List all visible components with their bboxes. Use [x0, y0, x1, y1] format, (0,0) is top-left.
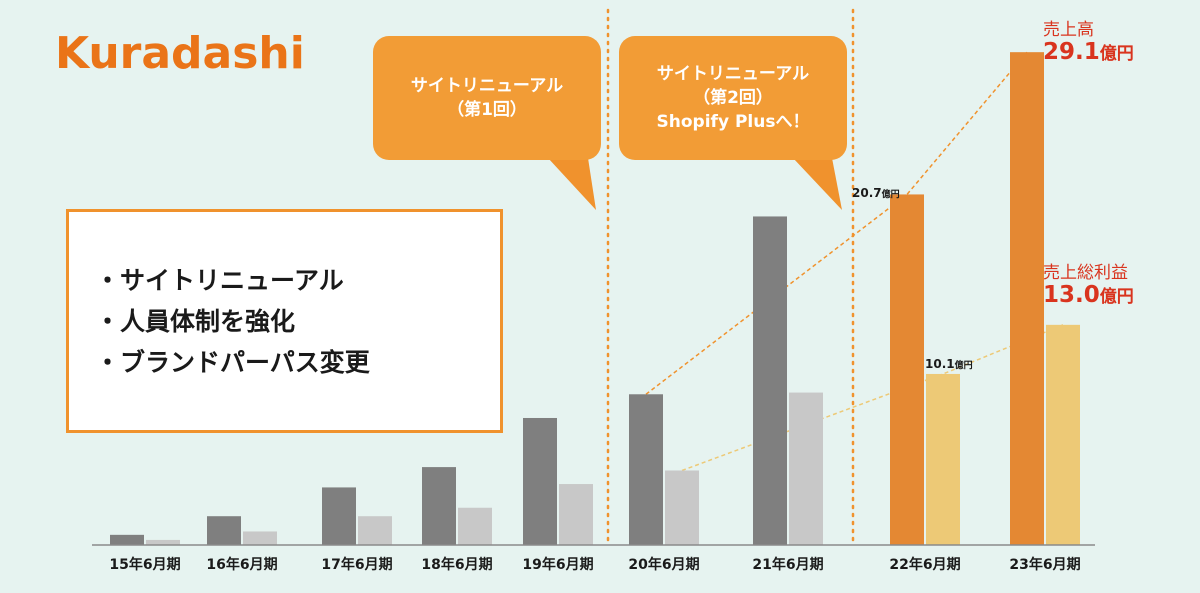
gross-profit-bar: [789, 392, 823, 545]
initiative-item: ・サイトリニューアル: [95, 266, 344, 295]
fy22-sales-data-label: 20.7億円: [852, 186, 900, 200]
gross-profit-bar: [243, 531, 277, 545]
site-renewal-1-callout: サイトリニューアル （第1回）: [373, 36, 601, 160]
x-tick-label: 16年6月期: [206, 556, 277, 573]
callout-2-line-3: Shopify Plusへ！: [656, 112, 810, 132]
x-tick-label: 18年6月期: [421, 556, 492, 573]
gross-profit-trend-line: [681, 324, 1064, 472]
x-tick-label: 23年6月期: [1009, 556, 1080, 573]
sales-bar: [753, 216, 787, 546]
sales-bar: [523, 417, 557, 545]
callout-1-line-2: （第1回）: [447, 100, 527, 120]
gross-profit-bar: [665, 470, 699, 545]
x-tick-label: 20年6月期: [628, 556, 699, 573]
sales-bar: [110, 534, 144, 545]
sales-bar: [629, 394, 663, 545]
gross-profit-bar: [1046, 324, 1080, 545]
sales-bar: [422, 467, 456, 545]
x-tick-label: 22年6月期: [889, 556, 960, 573]
sales-annotation: 売上高 29.1億円: [1043, 20, 1134, 66]
sales-bar: [1010, 52, 1044, 545]
site-renewal-2-callout: サイトリニューアル （第2回） Shopify Plusへ！: [619, 36, 847, 160]
initiative-item: ・ブランドパーパス変更: [95, 348, 370, 377]
gross-profit-bar: [559, 484, 593, 545]
gross-profit-bar: [458, 507, 492, 545]
x-tick-label: 17年6月期: [321, 556, 392, 573]
sales-bar: [890, 194, 924, 545]
sales-annotation-value: 29.1: [1043, 39, 1100, 65]
gross-profit-bar: [926, 373, 960, 545]
gross-profit-annotation: 売上総利益 13.0億円: [1043, 263, 1134, 309]
gross-profit-annotation-value: 13.0: [1043, 282, 1100, 308]
callout-2-line-1: サイトリニューアル: [656, 64, 810, 84]
gross-profit-annotation-unit: 億円: [1099, 287, 1134, 307]
callout-1-line-1: サイトリニューアル: [410, 76, 564, 96]
sales-annotation-unit: 億円: [1099, 44, 1134, 64]
fy22-profit-value: 10.1: [925, 357, 955, 371]
gross-profit-annotation-label: 売上総利益: [1043, 263, 1128, 283]
fy22-sales-unit: 億円: [881, 190, 900, 200]
fy22-profit-data-label: 10.1億円: [925, 357, 973, 371]
fy22-sales-value: 20.7: [852, 186, 882, 200]
sales-bar: [207, 516, 241, 545]
gross-profit-bar: [358, 516, 392, 545]
kuradashi-logo: Kuradashi: [55, 28, 305, 79]
callout-tail: [793, 158, 842, 210]
initiative-item: ・人員体制を強化: [95, 307, 296, 336]
x-tick-label: 19年6月期: [522, 556, 593, 573]
key-initiatives-box: ・サイトリニューアル ・人員体制を強化 ・ブランドパーパス変更: [66, 209, 503, 433]
gross-profit-bar: [146, 539, 180, 545]
x-tick-label: 15年6月期: [109, 556, 180, 573]
callout-2-line-2: （第2回）: [693, 88, 773, 108]
sales-bar: [322, 487, 356, 545]
fy22-profit-unit: 億円: [954, 361, 973, 371]
callout-tail: [548, 158, 596, 210]
sales-annotation-label: 売上高: [1043, 20, 1094, 40]
x-tick-label: 21年6月期: [752, 556, 823, 573]
